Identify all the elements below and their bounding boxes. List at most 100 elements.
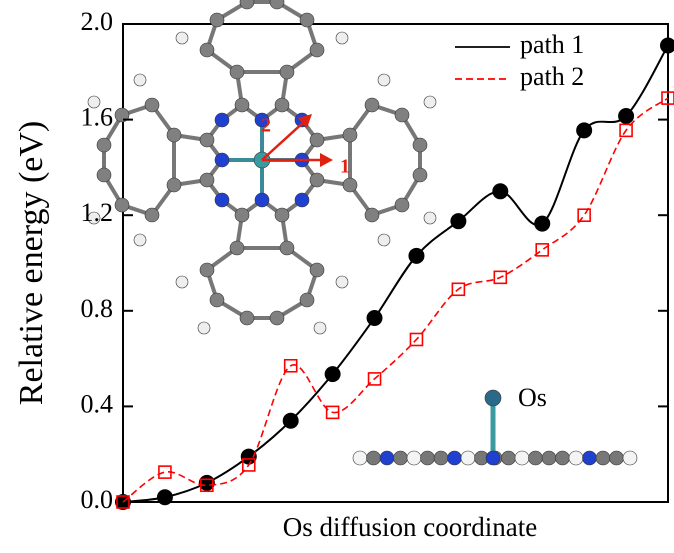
atom <box>214 152 230 168</box>
marker <box>450 213 467 230</box>
y-tick-label: 0.8 <box>81 294 114 323</box>
atom <box>342 127 358 143</box>
atom <box>379 450 395 466</box>
y-tick-label: 2.0 <box>81 7 114 36</box>
atom <box>364 207 380 223</box>
atom <box>269 310 285 326</box>
atom <box>87 211 101 225</box>
atom <box>366 450 381 466</box>
atom <box>279 240 295 256</box>
atom <box>214 192 230 208</box>
atom <box>528 450 543 466</box>
atom <box>433 450 449 466</box>
marker <box>493 270 508 285</box>
atom <box>199 262 215 278</box>
marker <box>282 412 299 429</box>
atom <box>175 31 189 45</box>
atom <box>309 132 325 148</box>
atom <box>485 450 501 466</box>
series-line <box>122 97 669 503</box>
atom <box>197 321 211 335</box>
plot-frame <box>122 23 669 503</box>
marker <box>619 123 633 138</box>
marker <box>325 405 340 420</box>
atom <box>460 450 476 466</box>
atom <box>501 450 516 466</box>
y-tick-label: 1.2 <box>81 198 114 227</box>
atom <box>214 112 230 128</box>
atom <box>412 137 428 153</box>
marker <box>576 122 593 139</box>
marker <box>534 215 551 232</box>
atom <box>309 172 325 188</box>
marker <box>324 366 341 383</box>
atom <box>199 42 215 58</box>
atom <box>294 192 310 208</box>
marker <box>618 108 635 125</box>
marker <box>367 372 382 386</box>
marker <box>240 448 257 465</box>
atom <box>568 450 584 466</box>
atom <box>166 127 182 143</box>
legend-label: path 2 <box>520 62 584 91</box>
atom <box>335 31 349 45</box>
marker <box>577 208 591 222</box>
marker <box>158 465 172 479</box>
marker <box>156 489 173 506</box>
atom <box>254 112 270 128</box>
atom <box>406 450 422 466</box>
arrow-label: 1 <box>340 156 350 178</box>
arrow-label: 2 <box>261 115 271 137</box>
atom <box>313 321 327 335</box>
marker <box>366 309 383 326</box>
atom <box>622 450 638 466</box>
atom <box>279 64 295 80</box>
marker <box>535 243 550 257</box>
marker <box>661 91 674 105</box>
atom <box>133 233 147 247</box>
marker <box>409 332 424 347</box>
atom <box>234 97 250 113</box>
atom <box>96 167 112 183</box>
atom <box>394 107 410 123</box>
atom <box>412 167 428 183</box>
atom <box>484 389 502 407</box>
x-axis-label: Os diffusion coordinate <box>283 512 537 542</box>
atom <box>342 177 358 193</box>
atom <box>309 262 325 278</box>
atom <box>423 211 437 225</box>
marker <box>283 358 298 373</box>
atom <box>229 240 245 256</box>
arrow-head <box>320 153 333 167</box>
legend-label: path 1 <box>520 30 584 59</box>
atom <box>114 197 130 213</box>
atom <box>335 275 349 289</box>
atom <box>423 95 437 109</box>
arrow-head <box>298 114 312 128</box>
atom <box>114 107 130 123</box>
atom <box>274 207 290 223</box>
atom <box>269 0 285 10</box>
atom <box>96 137 112 153</box>
y-axis-label: Relative energy (eV) <box>13 121 50 405</box>
marker <box>660 37 674 54</box>
atom <box>609 450 624 466</box>
atom <box>377 73 391 87</box>
atom <box>239 0 255 10</box>
marker <box>200 478 214 493</box>
y-tick-label: 0.0 <box>81 485 114 514</box>
atom <box>393 450 408 466</box>
atom <box>239 310 255 326</box>
atom <box>299 292 315 308</box>
atom <box>199 132 215 148</box>
atom <box>199 172 215 188</box>
atom <box>254 192 270 208</box>
atom <box>209 12 225 28</box>
atom <box>299 12 315 28</box>
atom <box>309 42 325 58</box>
atom <box>595 450 611 466</box>
atom <box>166 177 182 193</box>
arrow <box>261 119 307 161</box>
marker <box>241 458 256 472</box>
